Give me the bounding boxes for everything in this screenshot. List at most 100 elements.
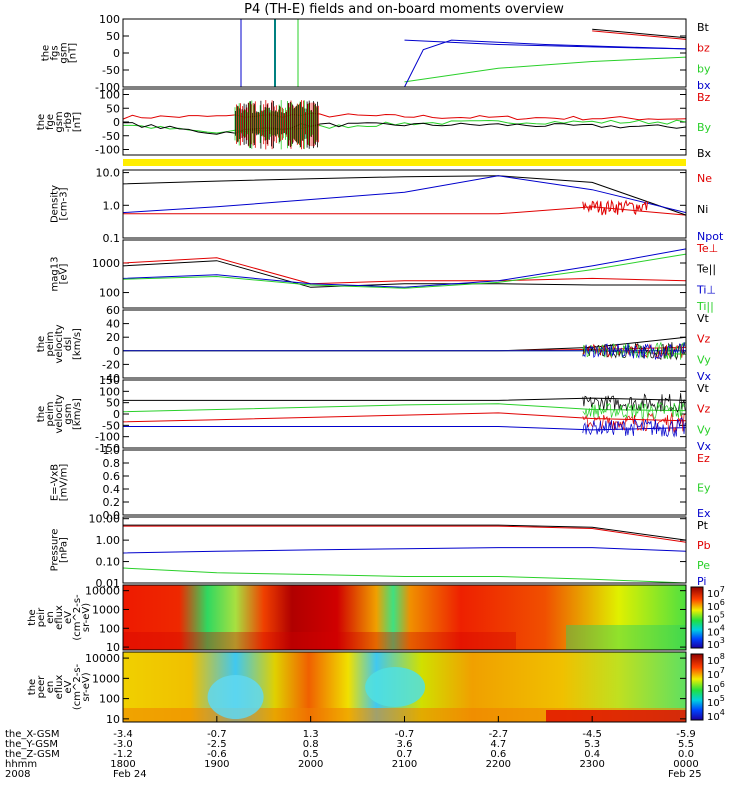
y-axis-label: peim (45, 401, 56, 426)
y-tick-label: 100 (99, 13, 120, 26)
y-axis-label: gsm (63, 403, 74, 424)
y-axis-label: the (27, 679, 38, 695)
y-tick-label: 20 (106, 331, 120, 344)
legend-Te||: Te|| (696, 263, 716, 276)
panel-efield: 1.00.80.60.40.20.0 E=-VxB[mV/m] Ez Ey Ex (50, 444, 711, 522)
y-axis-label: the (27, 609, 38, 625)
legend-Pt: Pt (697, 519, 709, 532)
legend-Bx: Bx (697, 147, 712, 160)
y-axis-label: peir (36, 607, 47, 627)
y-axis-label: fgs (50, 45, 61, 60)
y-tick-label: -100 (95, 144, 120, 157)
y-axis-label: mag13 (50, 257, 61, 292)
velocity-noise (582, 412, 686, 434)
y-axis-label: peim (45, 331, 56, 356)
y-tick-label: 100 (99, 622, 120, 635)
y-axis-label: the (41, 45, 52, 61)
y-tick-label: 50 (106, 30, 120, 43)
legend-Pb: Pb (697, 539, 711, 552)
x-tick-label: -0.7 (395, 729, 415, 740)
series-Npot (122, 175, 687, 214)
x-tick-label: -3.0 (113, 739, 133, 750)
panel-frame (122, 309, 687, 379)
y-axis-label: peer (36, 675, 47, 699)
y-axis-label: (cm^2-s- (72, 663, 83, 710)
panel-frame (122, 88, 687, 156)
y-tick-label: 1.0 (103, 199, 121, 212)
x-tick-label: 4.7 (490, 739, 506, 750)
y-axis-label: -rb9 (63, 112, 74, 132)
panel-frame (122, 239, 687, 309)
y-tick-label: 10 (106, 641, 120, 654)
x-tick-label: 2100 (392, 759, 417, 770)
x-tick-label: -2.7 (489, 729, 509, 740)
ion-right-band (566, 625, 686, 650)
legend-Ex: Ex (697, 507, 711, 520)
y-axis-label: Pressure (50, 529, 61, 572)
ele-low-band (123, 708, 686, 722)
legend-Vz: Vz (697, 333, 711, 346)
y-tick-label: 50 (106, 397, 120, 410)
x-row-label: 2008 (5, 769, 30, 780)
x-tick-label: 3.6 (397, 739, 413, 750)
y-tick-label: 0 (113, 345, 120, 358)
legend-bx: bx (697, 79, 711, 92)
velocity-noise (582, 342, 686, 361)
series-Bz (122, 112, 687, 121)
legend-Vx: Vx (697, 440, 712, 453)
ion_spec-spectrogram (123, 585, 686, 650)
x-tick-label: 0.8 (303, 739, 319, 750)
y-axis-label: gsm (54, 111, 65, 132)
x-row-label: the_Y-GSM (5, 739, 58, 750)
y-axis-label: [km/s] (72, 398, 83, 430)
series-Pi (122, 547, 687, 554)
series-Ni (122, 175, 687, 216)
y-axis-label: en (45, 611, 56, 624)
y-tick-label: -100 (95, 81, 120, 94)
legend-Ti⊥: Ti⊥ (696, 283, 716, 296)
y-tick-label: 10.00 (89, 513, 121, 526)
y-tick-label: 60 (106, 304, 120, 317)
y-axis-label: [nPa] (59, 537, 70, 563)
x-tick-label: 2200 (486, 759, 511, 770)
panel-frame (122, 169, 687, 239)
y-axis-label: velocity (54, 394, 65, 433)
legend-Vt: Vt (697, 312, 710, 325)
x-tick-label: 0.0 (678, 749, 694, 760)
y-axis-label: eV (63, 611, 74, 624)
y-tick-label: 40 (106, 318, 120, 331)
panel-frame (122, 379, 687, 449)
velocity-noise (582, 417, 686, 438)
y-tick-label: 150 (99, 374, 120, 387)
y-tick-label: 0 (113, 116, 120, 129)
legend-Bt: Bt (697, 21, 710, 34)
x-tick-label: -3.4 (113, 729, 133, 740)
x-tick-label: 5.5 (678, 739, 694, 750)
series-Pb (123, 525, 687, 543)
x-tick-label: 0000 (673, 759, 698, 770)
legend-Vt: Vt (697, 382, 710, 395)
colorbar-label: 106 (707, 680, 725, 695)
y-axis-label: eV (63, 680, 74, 693)
ion-low-band (123, 632, 516, 650)
y-axis-label: [km/s] (72, 328, 83, 360)
panel-density: 10.0 1.0 0.1 Density[cm-3] Ne Ni Npot (50, 167, 724, 245)
colorbar-label: 105 (707, 694, 725, 709)
y-tick-label: 1.00 (96, 534, 121, 547)
panel-frame (122, 18, 687, 88)
y-tick-label: 0.4 (103, 483, 121, 496)
y-tick-label: 100 (99, 287, 120, 300)
legend-bz: bz (697, 42, 710, 55)
legend-Vy: Vy (697, 423, 711, 436)
y-tick-label: 0.6 (103, 470, 121, 483)
y-tick-label: 50 (106, 102, 120, 115)
x-tick-label: -5.9 (676, 729, 696, 740)
series-Vz (122, 412, 687, 423)
x-tick-label: -2.5 (207, 739, 227, 750)
y-tick-label: 1.0 (103, 444, 121, 457)
y-axis-label: [cm-3] (59, 187, 70, 220)
velocity-noise (582, 402, 686, 420)
